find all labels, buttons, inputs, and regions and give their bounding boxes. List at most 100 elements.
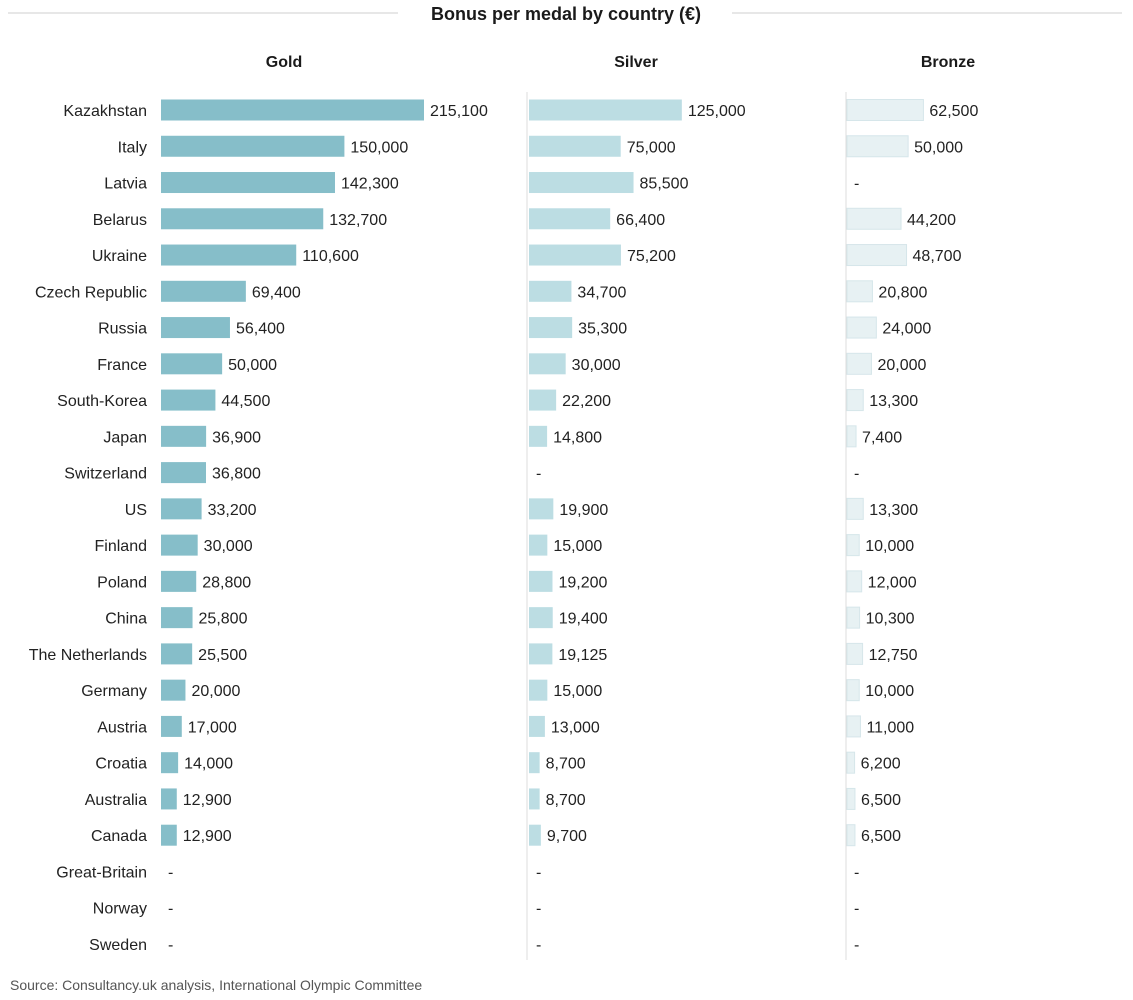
value-label-silver-kazakhstan: 125,000 [688, 103, 746, 120]
bar-bronze-germany [846, 679, 860, 702]
country-label-australia: Australia [85, 792, 147, 809]
bar-silver-china [529, 607, 553, 629]
panel-title-bronze: Bronze [921, 54, 975, 71]
country-label-poland: Poland [97, 574, 147, 591]
bar-gold-japan [161, 425, 207, 447]
country-label-france: France [97, 357, 147, 374]
value-label-gold-latvia: 142,300 [341, 176, 399, 193]
bar-gold-poland [161, 570, 197, 592]
value-label-bronze-russia: 24,000 [882, 321, 931, 338]
bar-silver-ukraine [529, 244, 621, 266]
value-label-bronze-sweden: - [854, 937, 859, 954]
value-label-silver-germany: 15,000 [553, 683, 602, 700]
bar-gold-south-korea [161, 389, 216, 411]
bar-gold-italy [161, 135, 345, 157]
bar-gold-belarus [161, 208, 324, 230]
value-label-bronze-canada: 6,500 [861, 828, 901, 845]
value-label-bronze-the-netherlands: 12,750 [869, 647, 918, 664]
panel-silver: Silver 125,000 75,000 85,500 66,400 75,200 34,… [526, 54, 746, 960]
value-label-gold-canada: 12,900 [183, 828, 232, 845]
country-label-the-netherlands: The Netherlands [29, 647, 147, 664]
value-label-silver-canada: 9,700 [547, 828, 587, 845]
value-label-bronze-us: 13,300 [869, 502, 918, 519]
bar-silver-poland [529, 570, 553, 592]
panel-title-gold: Gold [266, 54, 302, 71]
country-label-czech-republic: Czech Republic [35, 284, 147, 301]
value-label-bronze-norway: - [854, 901, 859, 918]
country-label-south-korea: South-Korea [57, 393, 147, 410]
chart-title: Bonus per medal by country (€) [431, 4, 701, 24]
country-label-switzerland: Switzerland [64, 466, 147, 483]
bar-bronze-japan [846, 425, 857, 448]
bar-bronze-kazakhstan [846, 99, 924, 121]
value-label-silver-france: 30,000 [572, 357, 621, 374]
value-label-silver-belarus: 66,400 [616, 212, 665, 229]
value-label-bronze-japan: 7,400 [862, 429, 902, 446]
bar-bronze-poland [846, 570, 863, 593]
bar-bronze-finland [846, 534, 860, 557]
bar-gold-us [161, 498, 202, 520]
bar-gold-germany [161, 679, 186, 701]
bar-gold-croatia [161, 752, 179, 774]
bar-bronze-the-netherlands [846, 642, 864, 665]
bar-bronze-belarus [846, 207, 902, 230]
bar-gold-switzerland [161, 462, 206, 484]
value-label-gold-russia: 56,400 [236, 321, 285, 338]
value-label-bronze-south-korea: 13,300 [869, 393, 918, 410]
value-label-gold-poland: 28,800 [202, 574, 251, 591]
value-label-silver-us: 19,900 [559, 502, 608, 519]
bar-silver-czech-republic [529, 280, 572, 302]
bar-silver-austria [529, 715, 545, 737]
country-label-sweden: Sweden [89, 937, 147, 954]
value-label-silver-the-netherlands: 19,125 [558, 647, 607, 664]
bar-gold-ukraine [161, 244, 297, 266]
country-label-china: China [105, 611, 147, 628]
bar-silver-russia [529, 317, 573, 339]
bar-gold-finland [161, 534, 198, 556]
bar-silver-belarus [529, 208, 611, 230]
bar-silver-us [529, 498, 554, 520]
value-label-silver-finland: 15,000 [553, 538, 602, 555]
value-label-bronze-great-britain: - [854, 864, 859, 881]
value-label-bronze-france: 20,000 [877, 357, 926, 374]
value-label-silver-south-korea: 22,200 [562, 393, 611, 410]
value-label-silver-ukraine: 75,200 [627, 248, 676, 265]
value-label-gold-belarus: 132,700 [329, 212, 387, 229]
value-label-gold-france: 50,000 [228, 357, 277, 374]
bar-silver-latvia [529, 172, 634, 194]
bar-bronze-australia [846, 787, 856, 810]
country-label-us: US [125, 502, 147, 519]
value-label-silver-croatia: 8,700 [546, 756, 586, 773]
country-label-italy: Italy [118, 139, 147, 156]
value-label-bronze-poland: 12,000 [868, 574, 917, 591]
value-label-silver-italy: 75,000 [627, 139, 676, 156]
value-label-gold-sweden: - [168, 937, 173, 954]
bar-bronze-china [846, 606, 861, 629]
value-label-gold-austria: 17,000 [188, 719, 237, 736]
value-label-silver-austria: 13,000 [551, 719, 600, 736]
country-label-japan: Japan [103, 429, 147, 446]
country-label-latvia: Latvia [104, 176, 147, 193]
bar-bronze-france [846, 352, 872, 375]
bar-silver-kazakhstan [529, 99, 682, 121]
value-label-gold-italy: 150,000 [350, 139, 408, 156]
value-label-bronze-china: 10,300 [866, 611, 915, 628]
value-label-bronze-ukraine: 48,700 [913, 248, 962, 265]
value-label-bronze-germany: 10,000 [865, 683, 914, 700]
bar-gold-austria [161, 715, 182, 737]
value-label-silver-australia: 8,700 [546, 792, 586, 809]
bar-silver-germany [529, 679, 548, 701]
bar-gold-china [161, 607, 193, 629]
country-label-germany: Germany [81, 683, 147, 700]
value-label-bronze-czech-republic: 20,800 [878, 284, 927, 301]
bar-silver-france [529, 353, 566, 375]
bar-silver-croatia [529, 752, 540, 774]
country-label-ukraine: Ukraine [92, 248, 147, 265]
value-label-bronze-switzerland: - [854, 466, 859, 483]
bar-bronze-austria [846, 715, 861, 738]
value-label-silver-poland: 19,200 [558, 574, 607, 591]
country-label-finland: Finland [95, 538, 147, 555]
value-label-silver-norway: - [536, 901, 541, 918]
value-label-bronze-austria: 11,000 [866, 719, 914, 736]
bar-gold-australia [161, 788, 177, 810]
